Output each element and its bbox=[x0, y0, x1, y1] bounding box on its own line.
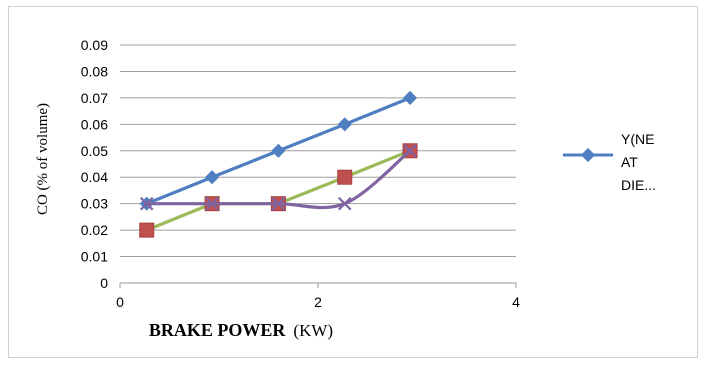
series-2-point-3 bbox=[337, 196, 352, 211]
y-tick-label: 0.06 bbox=[81, 116, 108, 132]
y-tick-label: 0.02 bbox=[81, 222, 108, 238]
series-1-line bbox=[146, 149, 411, 232]
y-tick-label: 0 bbox=[100, 275, 108, 291]
series-2-point-2 bbox=[271, 196, 286, 211]
x-tick-label: 2 bbox=[314, 294, 322, 310]
series-2-point-1 bbox=[205, 196, 219, 211]
x-axis-label-main: BRAKE POWER bbox=[149, 320, 287, 340]
series-0-point-2 bbox=[271, 143, 286, 158]
y-axis-label: CO (% of volume) bbox=[35, 103, 51, 215]
series-2-point-4 bbox=[403, 144, 417, 158]
chart-frame: 0 0.01 0.02 0.03 0.04 0.05 0.06 0.07 0.08 0.09 0 2… bbox=[8, 6, 698, 358]
series-1-point-0 bbox=[139, 222, 155, 238]
x-tick-labels: 0 2 4 bbox=[116, 283, 520, 310]
series-1-point-3 bbox=[337, 169, 353, 185]
series-0-point-1 bbox=[204, 170, 220, 185]
legend-entry-line-3: DIE... bbox=[621, 177, 656, 193]
x-tick-label: 4 bbox=[512, 294, 520, 310]
series-0-point-3 bbox=[337, 117, 352, 132]
series-0-point-4 bbox=[402, 90, 418, 105]
x-axis-label: BRAKE POWER (KW) bbox=[149, 320, 333, 340]
grid-lines bbox=[120, 44, 516, 284]
y-tick-label: 0.05 bbox=[81, 143, 108, 159]
line-chart: 0 0.01 0.02 0.03 0.04 0.05 0.06 0.07 0.08 0.09 0 2… bbox=[35, 37, 656, 340]
data-series bbox=[139, 90, 418, 238]
x-tick-label: 0 bbox=[116, 294, 124, 310]
legend: Y(NE AT DIE... bbox=[563, 131, 656, 193]
y-tick-label: 0.07 bbox=[81, 90, 108, 106]
y-tick-label: 0.08 bbox=[81, 63, 108, 79]
y-tick-label: 0.03 bbox=[81, 196, 108, 212]
legend-entry-line-2: AT bbox=[621, 154, 638, 170]
legend-marker bbox=[580, 147, 596, 163]
y-tick-labels: 0 0.01 0.02 0.03 0.04 0.05 0.06 0.07 0.08 0.09 bbox=[81, 37, 108, 291]
x-axis-label-unit: (KW) bbox=[293, 321, 333, 340]
legend-entry-line-1: Y(NE bbox=[621, 131, 654, 147]
series-2-point-0 bbox=[139, 196, 154, 211]
y-tick-label: 0.04 bbox=[81, 169, 108, 185]
y-tick-label: 0.09 bbox=[81, 37, 108, 53]
y-tick-label: 0.01 bbox=[81, 249, 108, 265]
